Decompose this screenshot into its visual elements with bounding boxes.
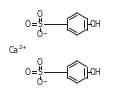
Text: O: O [25,68,31,76]
Text: OH: OH [89,68,101,76]
Text: O: O [25,19,31,28]
Text: OH: OH [89,19,101,28]
Text: O: O [37,57,43,67]
Text: −: − [42,78,47,83]
Text: −: − [42,30,47,35]
Text: O: O [37,29,43,39]
Text: O: O [37,10,43,18]
Text: S: S [38,68,42,76]
Text: 2+: 2+ [18,45,28,50]
Text: S: S [38,19,42,28]
Text: Ca: Ca [9,45,19,55]
Text: O: O [37,78,43,86]
